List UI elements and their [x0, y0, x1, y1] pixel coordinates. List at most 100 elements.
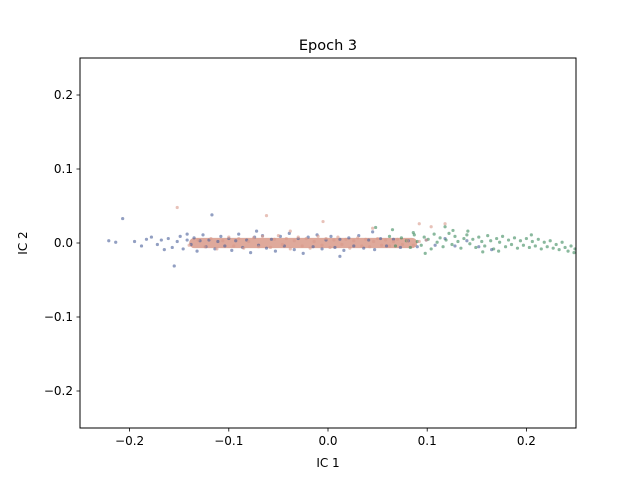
- scatter-point: [376, 236, 380, 241]
- scatter-point: [296, 235, 300, 239]
- scatter-point: [185, 232, 189, 236]
- scatter-point: [342, 248, 346, 252]
- scatter-point: [338, 237, 342, 241]
- scatter-point: [155, 242, 159, 247]
- scatter-point: [336, 235, 340, 239]
- scatter-point: [453, 244, 457, 248]
- scatter-point: [321, 219, 325, 224]
- scatter-point: [237, 236, 241, 241]
- scatter-point: [548, 239, 552, 243]
- scatter-point: [320, 243, 324, 247]
- scatter-point: [372, 239, 376, 244]
- scatter-point: [566, 249, 570, 253]
- scatter-point: [435, 240, 439, 244]
- scatter-point: [352, 239, 356, 243]
- scatter-point: [347, 236, 351, 240]
- scatter-point: [500, 234, 505, 238]
- scatter-point: [364, 237, 368, 241]
- scatter-point: [480, 239, 484, 244]
- y-tick-label: −0.1: [44, 310, 73, 324]
- y-tick-label: 0.1: [54, 162, 73, 176]
- scatter-point: [196, 238, 200, 242]
- scatter-point: [518, 239, 523, 243]
- scatter-point: [256, 245, 261, 249]
- scatter-point: [201, 233, 205, 237]
- scatter-point: [417, 239, 421, 244]
- scatter-point: [387, 244, 392, 248]
- y-axis-label: IC 2: [16, 231, 30, 254]
- scatter-point: [273, 249, 278, 253]
- scatter-point: [536, 237, 540, 241]
- scatter-point: [503, 245, 508, 249]
- scatter-point: [438, 236, 442, 240]
- scatter-point: [374, 225, 378, 230]
- scatter-point: [175, 205, 179, 210]
- scatter-point: [362, 246, 366, 250]
- scatter-point: [209, 236, 213, 241]
- scatter-point: [393, 244, 398, 248]
- scatter-point: [477, 245, 481, 249]
- scatter-point: [316, 234, 320, 238]
- scatter-point: [132, 239, 137, 244]
- scatter-point: [170, 245, 174, 250]
- scatter-point: [477, 235, 481, 239]
- scatter-point: [203, 245, 207, 249]
- scatter-point: [451, 228, 455, 233]
- scatter-point: [192, 236, 196, 240]
- scatter-point: [468, 242, 472, 246]
- scatter-point: [223, 244, 227, 248]
- y-tick-label: −0.2: [44, 384, 73, 398]
- scatter-point: [344, 237, 348, 241]
- scatter-point: [563, 245, 567, 250]
- scatter-point: [221, 239, 225, 243]
- scatter-point: [443, 225, 447, 229]
- scatter-point: [367, 238, 371, 242]
- scatter-point: [181, 247, 185, 251]
- scatter-point: [529, 233, 533, 237]
- scatter-point: [419, 243, 423, 247]
- scatter-point: [216, 239, 220, 244]
- scatter-point: [288, 247, 292, 251]
- scatter-point: [405, 239, 409, 243]
- scatter-point: [417, 222, 421, 226]
- scatter-point: [539, 247, 543, 251]
- scatter-point: [324, 236, 328, 241]
- scatter-point: [348, 246, 352, 250]
- scatter-point: [533, 244, 537, 248]
- scatter-point: [252, 236, 256, 240]
- scatter-point: [195, 249, 199, 253]
- x-axis-label: IC 1: [316, 456, 339, 470]
- scatter-point: [247, 239, 251, 244]
- scatter-point: [495, 236, 499, 241]
- scatter-point: [424, 238, 428, 242]
- scatter-point: [498, 240, 502, 244]
- scatter-point: [379, 243, 384, 247]
- scatter-point: [175, 239, 179, 244]
- scatter-point: [527, 245, 531, 250]
- scatter-point: [572, 251, 576, 255]
- scatter-point: [166, 236, 170, 241]
- scatter-point: [304, 236, 308, 241]
- scatter-point: [462, 236, 466, 241]
- scatter-point: [280, 242, 284, 247]
- scatter-point: [272, 237, 277, 241]
- scatter-point: [399, 236, 404, 240]
- scatter-point: [373, 248, 377, 252]
- scatter-point: [121, 216, 125, 221]
- scatter-point: [172, 264, 176, 268]
- x-axis-ticks: −0.2 −0.1 0.0 0.1 0.2: [115, 428, 536, 448]
- scatter-point: [390, 228, 395, 232]
- scatter-point: [429, 225, 433, 229]
- x-tick-label: −0.1: [214, 434, 243, 448]
- scatter-point: [328, 245, 332, 250]
- scatter-point: [242, 246, 246, 250]
- scatter-point: [254, 229, 259, 233]
- scatter-point: [474, 245, 478, 250]
- y-tick-label: 0.2: [54, 88, 73, 102]
- scatter-point: [521, 243, 526, 247]
- scatter-point: [489, 239, 493, 243]
- scatter-point: [506, 238, 511, 242]
- scatter-point: [545, 245, 549, 249]
- scatter-point: [288, 229, 292, 233]
